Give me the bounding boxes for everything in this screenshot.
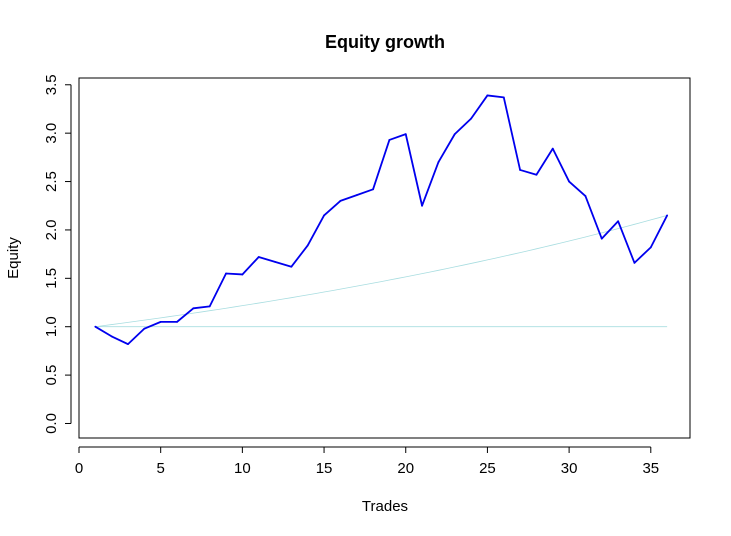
trend-line: [95, 215, 668, 328]
equity-point: [94, 325, 97, 328]
y-tick-label: 2.5: [43, 171, 60, 192]
plot-frame: [78, 77, 691, 439]
x-tick-label: 20: [397, 460, 414, 477]
equity-point: [127, 343, 129, 346]
chart-title: Equity growth: [325, 32, 445, 52]
axes: 0 5 10 15 20 25 30 35 0.0 0.5 1.0 1.5 2.0 2.5 3.0 3.5: [43, 74, 659, 477]
equity-point: [290, 265, 293, 268]
y-axis-label: Equity: [5, 237, 22, 279]
x-tick-label: 15: [316, 460, 333, 477]
x-tick-label: 0: [75, 460, 83, 477]
equity-point: [486, 94, 489, 97]
y-tick-label: 3.0: [43, 123, 60, 144]
y-tick-label: 1.0: [43, 316, 60, 337]
y-tick-label: 0.5: [43, 365, 60, 386]
x-tick-label: 30: [561, 460, 578, 477]
x-tick-label: 25: [479, 460, 496, 477]
equity-point: [600, 237, 603, 240]
series-layer: [94, 94, 669, 346]
equity-point: [159, 320, 162, 323]
equity-point: [633, 261, 636, 264]
equity-point: [225, 272, 227, 275]
equity-point: [323, 214, 325, 217]
x-tick-label: 35: [642, 460, 659, 477]
equity-point: [274, 260, 276, 263]
equity-point: [470, 117, 472, 120]
equity-point: [241, 273, 244, 276]
equity-point: [453, 133, 456, 136]
equity-series-line: [94, 94, 668, 346]
y-tick-label: 1.5: [43, 268, 60, 289]
y-tick-label: 2.0: [43, 220, 60, 241]
equity-point: [519, 169, 521, 171]
equity-point: [355, 194, 358, 197]
equity-point: [649, 246, 652, 249]
equity-point: [110, 335, 113, 338]
equity-point: [617, 220, 620, 223]
equity-point: [437, 161, 440, 164]
equity-point: [388, 139, 391, 141]
equity-point: [208, 305, 211, 308]
x-tick-label: 10: [234, 460, 251, 477]
equity-point: [421, 204, 423, 207]
x-axis-label: Trades: [362, 498, 408, 515]
equity-point: [404, 133, 407, 136]
x-tick-label: 5: [157, 460, 165, 477]
equity-point: [535, 173, 538, 176]
equity-point: [502, 96, 505, 99]
equity-point: [306, 244, 309, 247]
equity-point: [257, 256, 260, 258]
equity-point: [584, 195, 587, 197]
equity-point: [339, 200, 342, 202]
y-tick-label: 0.0: [43, 413, 60, 434]
equity-point: [666, 214, 669, 217]
equity-point: [192, 307, 195, 310]
y-tick-label: 3.5: [43, 74, 60, 95]
equity-point: [551, 147, 554, 150]
equity-point: [176, 320, 178, 323]
equity-point: [372, 188, 374, 191]
equity-point: [568, 180, 571, 183]
equity-point: [143, 327, 146, 330]
